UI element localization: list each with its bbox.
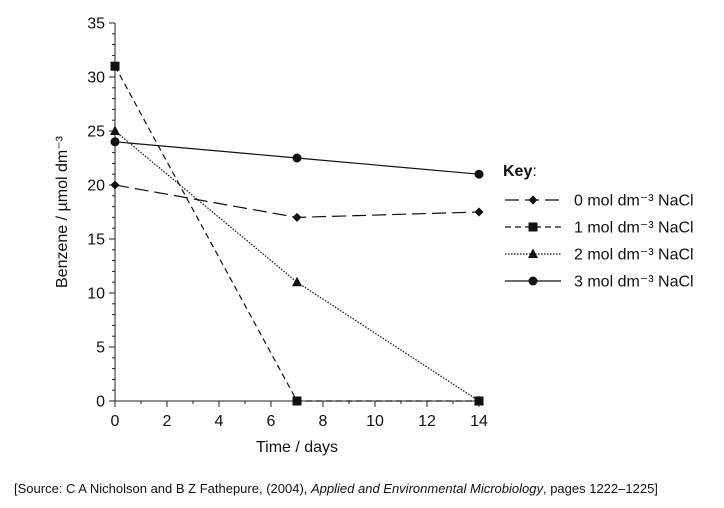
data-point-triangle	[292, 276, 302, 287]
data-point-triangle	[110, 125, 120, 135]
source-citation: [Source: C A Nicholson and B Z Fathepure…	[14, 481, 658, 496]
legend-label: 2 mol dm⁻³ NaCl	[574, 247, 694, 264]
legend-item: 3 mol dm⁻³ NaCl	[505, 274, 694, 291]
series-layer	[110, 61, 484, 406]
data-point-triangle	[474, 395, 484, 405]
legend-label: 0 mol dm⁻³ NaCl	[574, 193, 694, 210]
y-axis-label: Benzene / µmol dm⁻³	[54, 135, 71, 288]
x-tick-label: 0	[111, 413, 120, 430]
data-point-square	[110, 61, 120, 71]
legend-item: 1 mol dm⁻³ NaCl	[505, 220, 694, 237]
x-tick-label: 4	[215, 413, 224, 430]
y-tick-label: 35	[87, 16, 105, 33]
x-tick-label: 14	[470, 413, 488, 430]
legend-label: 1 mol dm⁻³ NaCl	[574, 220, 694, 237]
y-tick-label: 10	[87, 286, 105, 303]
series-3	[110, 137, 484, 179]
series-0	[110, 180, 484, 222]
y-tick-label: 30	[87, 70, 105, 87]
series-line	[114, 65, 479, 402]
axes: 0 5 10 15 20 25 30 35 0 2 4 6 8 10 12 14 Time / days Benz…	[54, 16, 488, 457]
x-tick-label: 2	[163, 413, 172, 430]
series-2	[110, 125, 484, 405]
source-prefix: [Source: C A Nicholson and B Z Fathepure…	[14, 481, 311, 496]
legend-title: Key:	[503, 163, 537, 180]
legend-item: 2 mol dm⁻³ NaCl	[505, 247, 694, 264]
y-tick-label: 15	[87, 232, 105, 249]
x-axis-label: Time / days	[256, 439, 338, 456]
data-point-diamond	[292, 212, 302, 222]
legend-item: 0 mol dm⁻³ NaCl	[505, 193, 694, 210]
legend-label: 3 mol dm⁻³ NaCl	[574, 274, 694, 291]
x-tick-label: 6	[267, 413, 276, 430]
source-journal: Applied and Environmental Microbiology	[311, 481, 543, 496]
series-line	[114, 130, 480, 402]
y-tick-label: 5	[96, 340, 105, 357]
data-point-circle	[474, 169, 484, 179]
legend-marker-triangle	[528, 248, 538, 258]
x-tick-label: 10	[366, 413, 384, 430]
data-point-diamond	[110, 180, 120, 190]
data-point-square	[292, 396, 302, 406]
legend-title-text: Key	[503, 163, 532, 180]
y-tick-label: 20	[87, 178, 105, 195]
legend-marker-square	[528, 222, 538, 232]
data-point-circle	[110, 137, 120, 147]
data-point-circle	[292, 153, 302, 163]
y-tick-label: 0	[96, 394, 105, 411]
legend-marker-diamond	[528, 195, 538, 205]
data-point-diamond	[474, 207, 484, 217]
benzene-line-chart: 0 5 10 15 20 25 30 35 0 2 4 6 8 10 12 14 Time / days Benz…	[54, 16, 694, 457]
x-tick-label: 8	[319, 413, 328, 430]
y-tick-label: 25	[87, 124, 105, 141]
x-tick-label: 12	[418, 413, 436, 430]
legend-marker-circle	[528, 276, 538, 286]
series-1	[110, 61, 484, 406]
source-suffix: , pages 1222–1225]	[542, 481, 658, 496]
series-line	[114, 184, 480, 219]
legend: Key: 0 mol dm⁻³ NaCl 1 mol dm⁻³ NaCl 2 mol …	[503, 163, 694, 291]
legend-title-colon: :	[532, 163, 536, 180]
